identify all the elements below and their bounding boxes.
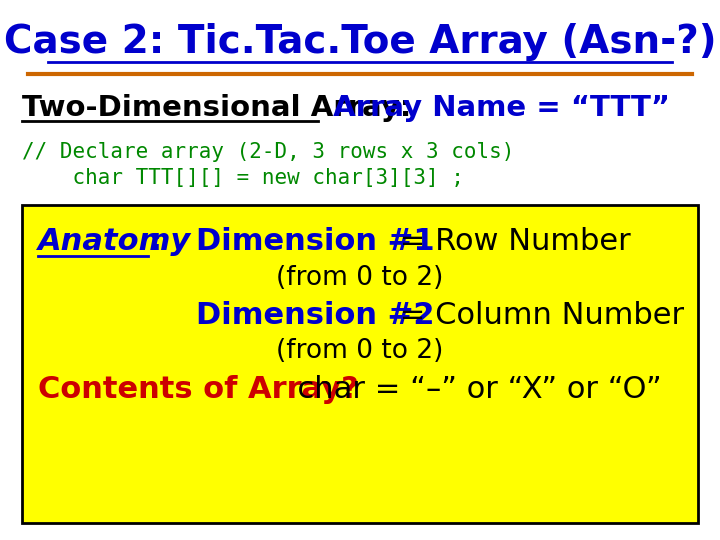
Text: char = “–” or “X” or “O”: char = “–” or “X” or “O” bbox=[278, 375, 662, 404]
FancyBboxPatch shape bbox=[22, 205, 698, 523]
Text: Anatomy: Anatomy bbox=[38, 227, 192, 256]
Text: // Declare array (2-D, 3 rows x 3 cols): // Declare array (2-D, 3 rows x 3 cols) bbox=[22, 142, 514, 162]
Text: char TTT[][] = new char[3][3] ;: char TTT[][] = new char[3][3] ; bbox=[22, 168, 464, 188]
Text: = Column Number: = Column Number bbox=[390, 300, 684, 329]
Text: Dimension #2: Dimension #2 bbox=[196, 300, 434, 329]
Text: = Row Number: = Row Number bbox=[390, 227, 631, 256]
Text: :: : bbox=[150, 227, 194, 256]
Text: (from 0 to 2): (from 0 to 2) bbox=[276, 338, 444, 364]
Text: Dimension #1: Dimension #1 bbox=[196, 227, 435, 256]
Text: Array Name = “TTT”: Array Name = “TTT” bbox=[323, 94, 670, 122]
Text: (from 0 to 2): (from 0 to 2) bbox=[276, 265, 444, 291]
Text: Contents of Array?: Contents of Array? bbox=[38, 375, 359, 404]
Text: Two-Dimensional Array:: Two-Dimensional Array: bbox=[22, 94, 411, 122]
Text: Case 2: Tic.Tac.Toe Array (Asn-?): Case 2: Tic.Tac.Toe Array (Asn-?) bbox=[4, 23, 716, 61]
